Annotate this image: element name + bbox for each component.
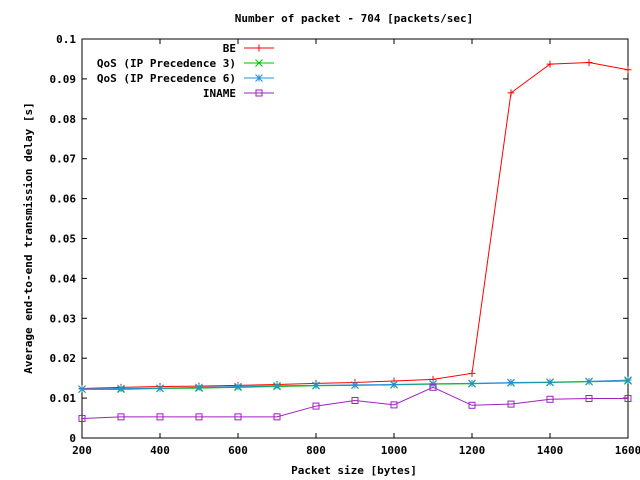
- y-tick-label: 0: [69, 432, 76, 445]
- data-point: [156, 413, 164, 421]
- data-point: [234, 382, 242, 391]
- legend-label: QoS (IP Precedence 3): [97, 57, 236, 70]
- y-tick-label: 0.09: [50, 73, 77, 86]
- series-2: [78, 376, 632, 393]
- data-point: [156, 384, 164, 392]
- x-tick-label: 800: [306, 444, 326, 457]
- legend: BE QoS (IP Precedence 3) QoS (IP Precedenc…: [97, 42, 274, 100]
- data-point: [117, 384, 125, 393]
- chart-title: Number of packet - 704 [packets/sec]: [235, 12, 473, 25]
- data-point: [546, 395, 554, 403]
- y-tick-label: 0.1: [56, 33, 76, 46]
- series-3: [78, 383, 632, 422]
- x-tick-label: 1200: [459, 444, 486, 457]
- data-point: [78, 385, 86, 393]
- series-layer: [78, 59, 632, 422]
- y-tick-label: 0.06: [50, 193, 77, 206]
- legend-marker: [255, 74, 263, 82]
- y-tick-label: 0.05: [50, 233, 77, 246]
- data-point: [234, 413, 242, 421]
- data-point: [468, 369, 476, 377]
- y-tick-label: 0.08: [50, 113, 77, 126]
- series-line: [81, 386, 628, 419]
- data-point: [117, 413, 125, 421]
- data-point: [624, 394, 632, 402]
- series-0: [78, 59, 632, 393]
- y-tick-label: 0.01: [50, 392, 77, 405]
- x-tick-label: 1000: [381, 444, 408, 457]
- x-tick-label: 200: [72, 444, 92, 457]
- data-point: [390, 401, 398, 409]
- data-point: [546, 60, 554, 68]
- legend-label: QoS (IP Precedence 6): [97, 72, 236, 85]
- plot-frame: [81, 38, 629, 439]
- y-axis-label: Average end-to-end transmission delay [s…: [22, 102, 35, 374]
- data-point: [195, 413, 203, 421]
- data-point: [312, 381, 320, 390]
- y-tick-label: 0.07: [50, 153, 77, 166]
- x-tick-label: 1600: [615, 444, 640, 457]
- data-point: [351, 381, 359, 389]
- data-point: [507, 378, 515, 387]
- legend-marker: [255, 89, 263, 97]
- data-point: [585, 377, 593, 386]
- data-point: [195, 383, 203, 392]
- x-axis-label: Packet size [bytes]: [291, 464, 417, 477]
- data-point: [468, 379, 476, 388]
- data-point: [78, 414, 86, 422]
- data-point: [429, 383, 437, 391]
- y-tick-label: 0.02: [50, 352, 77, 365]
- data-point: [312, 402, 320, 410]
- data-point: [351, 396, 359, 404]
- data-point: [273, 413, 281, 421]
- data-point: [429, 379, 437, 388]
- data-point: [624, 66, 632, 74]
- legend-marker: [255, 59, 263, 67]
- legend-marker: [255, 44, 263, 52]
- axis-ticks: 200 400 600 800 1000 1200 1400 1600 0 0.01 0.02 0.0…: [50, 33, 640, 457]
- data-point: [468, 401, 476, 409]
- x-tick-label: 400: [150, 444, 170, 457]
- series-line: [81, 62, 629, 390]
- data-point: [273, 381, 281, 390]
- data-point: [585, 394, 593, 402]
- legend-label: INAME: [203, 87, 236, 100]
- data-point: [507, 400, 515, 408]
- data-point: [390, 380, 398, 389]
- x-tick-label: 1400: [537, 444, 564, 457]
- y-tick-label: 0.04: [50, 272, 77, 285]
- legend-label: BE: [223, 42, 236, 55]
- data-point: [507, 89, 515, 97]
- data-point: [585, 59, 593, 67]
- x-tick-label: 600: [228, 444, 248, 457]
- data-point: [546, 378, 554, 386]
- data-point: [624, 376, 632, 384]
- y-tick-label: 0.03: [50, 312, 77, 325]
